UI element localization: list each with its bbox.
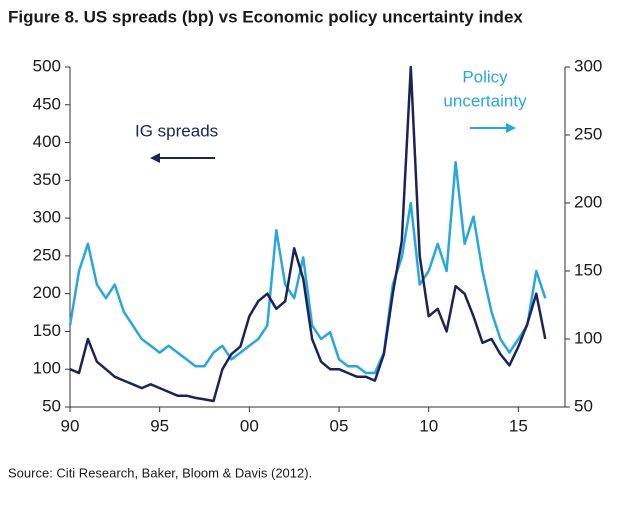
annotation: uncertainty: [443, 91, 527, 110]
x-tick-label: 15: [509, 416, 528, 435]
annotation: IG spreads: [135, 121, 218, 140]
y-tick-label: 150: [33, 321, 61, 340]
arrow-head: [506, 123, 516, 133]
y2-tick-label: 100: [574, 328, 602, 347]
arrow-head: [150, 153, 160, 163]
y2-tick-label: 50: [574, 396, 593, 415]
x-tick-label: 00: [240, 416, 259, 435]
y-tick-label: 100: [33, 359, 61, 378]
y-tick-label: 350: [33, 170, 61, 189]
y2-tick-label: 150: [574, 260, 602, 279]
y-tick-label: 500: [33, 56, 61, 75]
series-line: [69, 65, 547, 403]
x-tick-label: 05: [330, 416, 349, 435]
x-tick-label: 10: [419, 416, 438, 435]
y2-tick-label: 250: [574, 124, 602, 143]
series-line: [68, 160, 547, 375]
y-tick-label: 300: [33, 208, 61, 227]
y-tick-label: 50: [42, 396, 61, 415]
source: Source: Citi Research, Baker, Bloom & Da…: [8, 465, 312, 480]
y2-tick-label: 300: [574, 56, 602, 75]
chart-title: Figure 8. US spreads (bp) vs Economic po…: [8, 7, 523, 26]
x-tick-label: 95: [150, 416, 169, 435]
annotation: Policy: [462, 67, 508, 86]
y-tick-label: 200: [33, 283, 61, 302]
y-tick-label: 450: [33, 94, 61, 113]
y-tick-label: 400: [33, 132, 61, 151]
x-tick-label: 90: [61, 416, 80, 435]
y-tick-label: 250: [33, 245, 61, 264]
y2-tick-label: 200: [574, 192, 602, 211]
